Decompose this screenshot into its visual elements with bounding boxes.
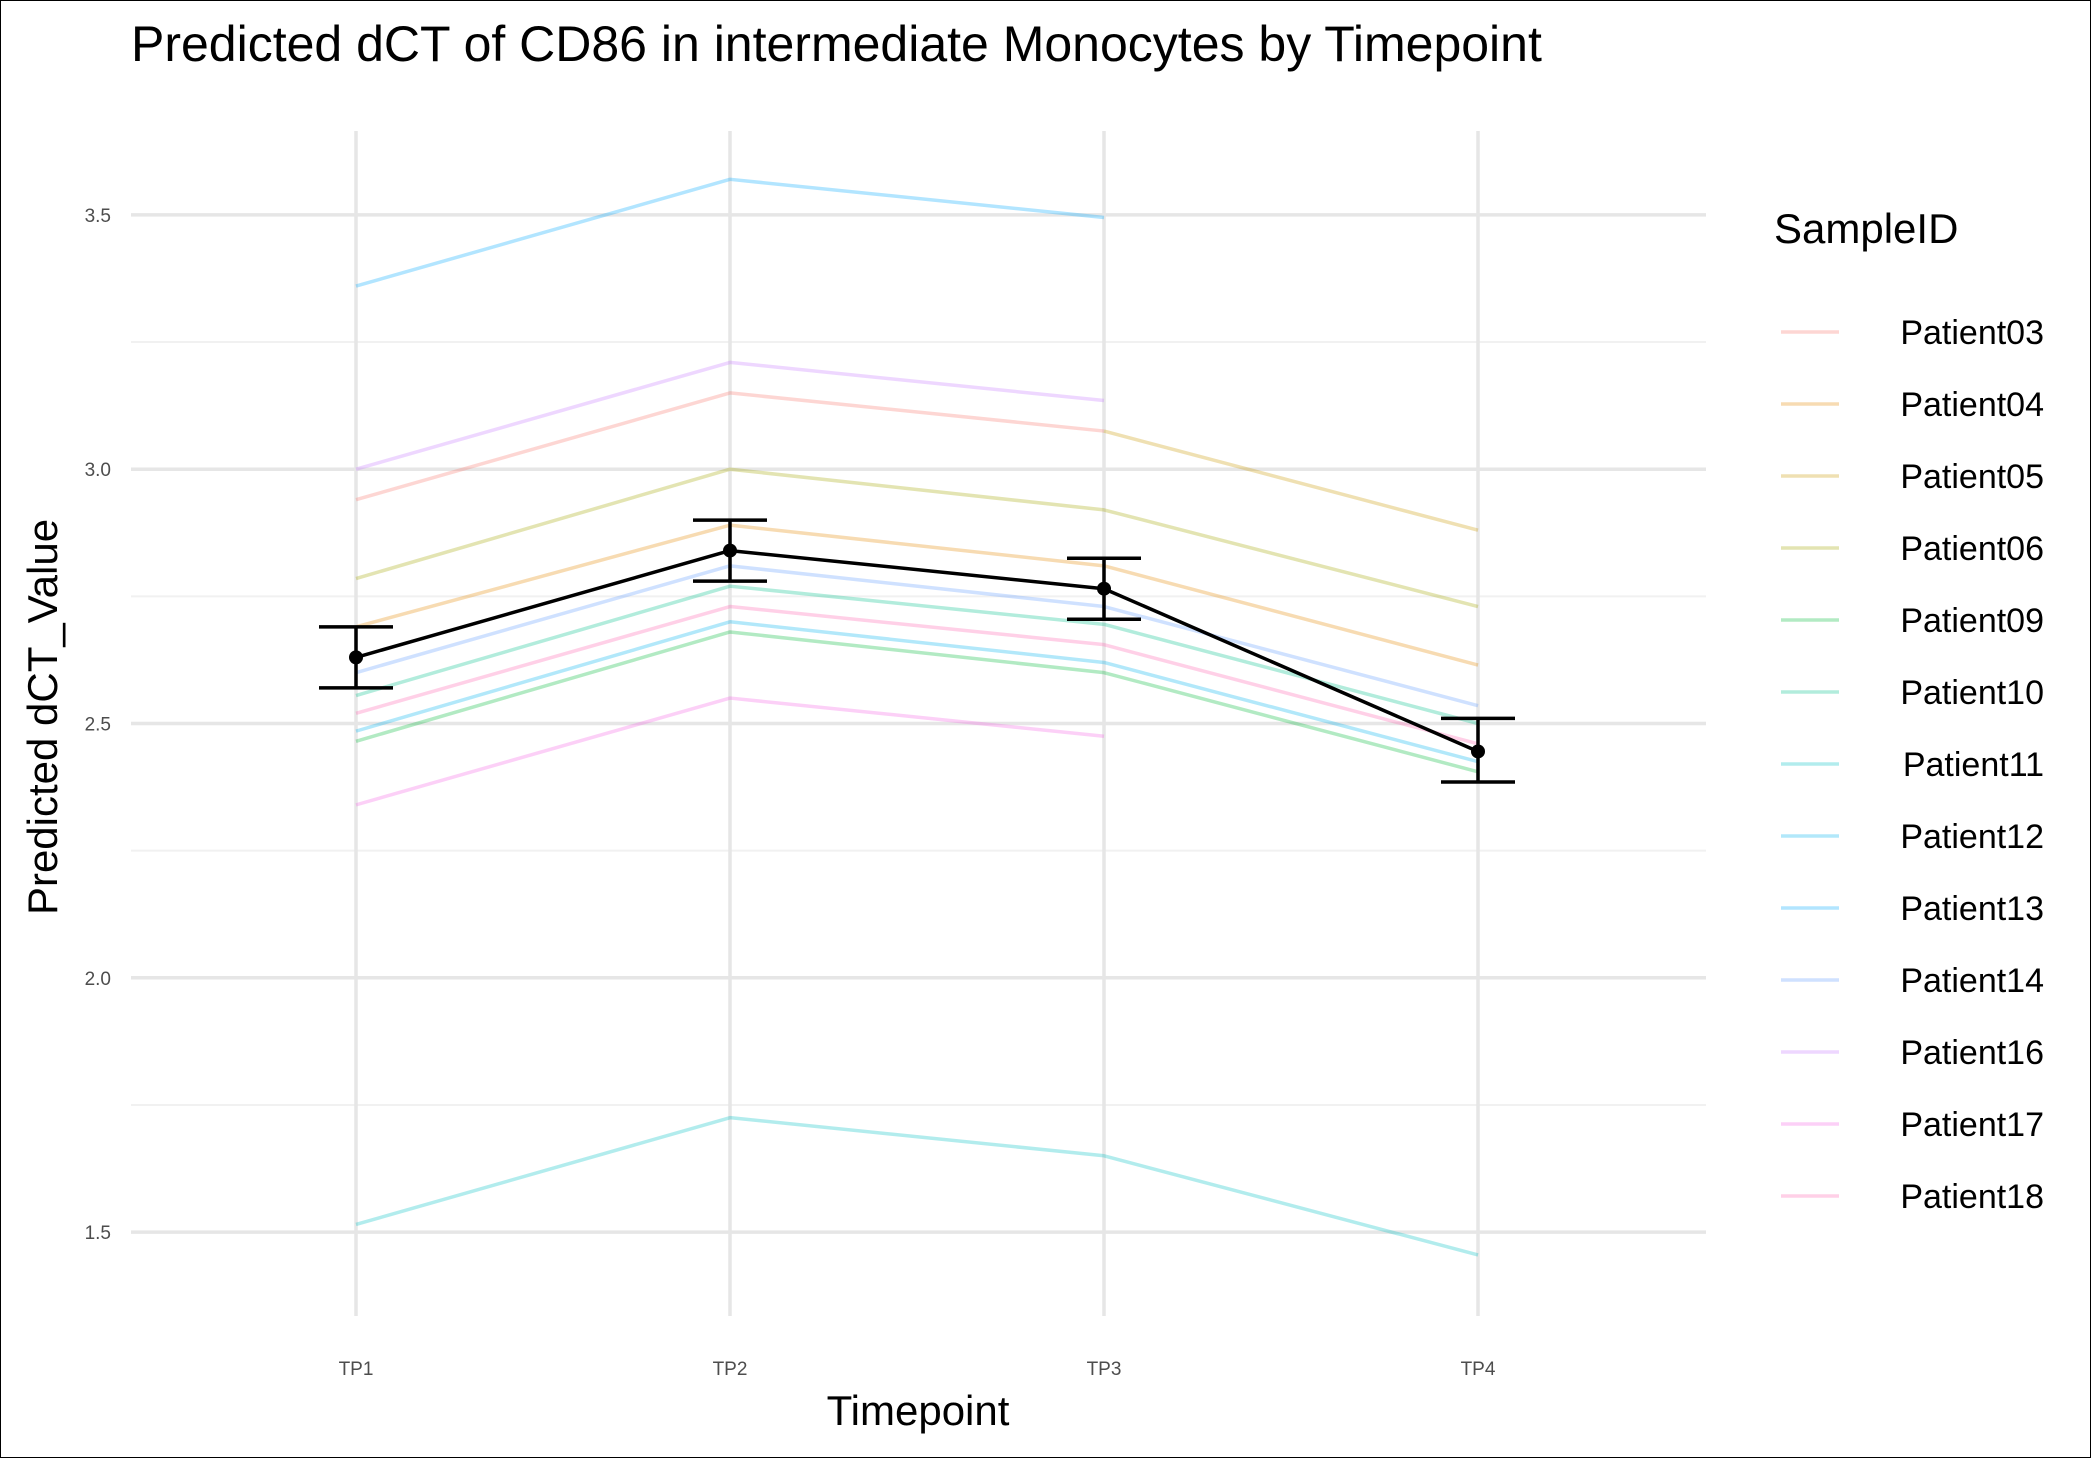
mean-summary [319, 518, 1515, 784]
legend-label: Patient18 [1900, 1178, 2044, 1216]
chart-title: Predicted dCT of CD86 in intermediate Mo… [131, 16, 1542, 72]
mean-line [355, 548, 1479, 754]
mean-point [723, 543, 737, 558]
legend-title: SampleID [1774, 205, 1958, 252]
axes: 1.5 2.0 2.5 3.0 3.5 TP1 TP2 TP3 TP4 [85, 206, 1496, 1380]
legend-label: Patient04 [1900, 386, 2044, 424]
legend-label: Patient03 [1900, 314, 2044, 352]
y-axis-label: Predicted dCT_Value [19, 519, 66, 915]
series-line-patient11 [355, 1115, 1479, 1257]
series-line-patient12 [355, 620, 1479, 764]
series-line-patient13 [355, 177, 1105, 288]
legend-label: Patient10 [1900, 674, 2044, 712]
series-line-patient05 [1103, 429, 1479, 532]
y-tick-label: 3.5 [85, 206, 111, 227]
legend-label: Patient17 [1900, 1106, 2044, 1144]
y-tick-label: 3.0 [85, 460, 111, 481]
x-tick-label: TP2 [713, 1359, 748, 1380]
legend-label: Patient06 [1900, 530, 2044, 568]
series-line-patient17 [355, 696, 1105, 807]
mean-point [349, 650, 363, 665]
series-line-patient16 [355, 360, 1105, 471]
y-tick-label: 1.5 [85, 1223, 111, 1244]
x-tick-label: TP3 [1087, 1359, 1122, 1380]
series-line-patient18 [355, 604, 1479, 746]
series-line-patient04 [355, 523, 1479, 667]
series-line-patient10 [355, 584, 1479, 726]
x-tick-label: TP1 [339, 1359, 374, 1380]
mean-point [1471, 744, 1485, 759]
legend-label: Patient11 [1903, 746, 2044, 784]
legend-label: Patient16 [1900, 1034, 2044, 1072]
y-tick-label: 2.0 [85, 969, 111, 990]
series-line-patient09 [355, 630, 1479, 774]
x-axis-label: Timepoint [827, 1387, 1010, 1434]
series-line-patient06 [355, 467, 1479, 609]
legend-label: Patient09 [1900, 602, 2044, 640]
series-line-patient03 [355, 391, 1105, 502]
mean-point [1097, 581, 1111, 596]
x-tick-label: TP4 [1461, 1359, 1496, 1380]
legend-label: Patient14 [1900, 962, 2044, 1000]
legend: SampleID Patient03 Patient04 Patient05 Pati… [1774, 205, 2044, 1216]
patient-series-lines [355, 177, 1479, 1257]
legend-label: Patient13 [1900, 890, 2044, 928]
legend-label: Patient12 [1900, 818, 2044, 856]
legend-label: Patient05 [1900, 458, 2044, 496]
y-tick-label: 2.5 [85, 715, 111, 736]
series-line-patient14 [355, 564, 1479, 708]
